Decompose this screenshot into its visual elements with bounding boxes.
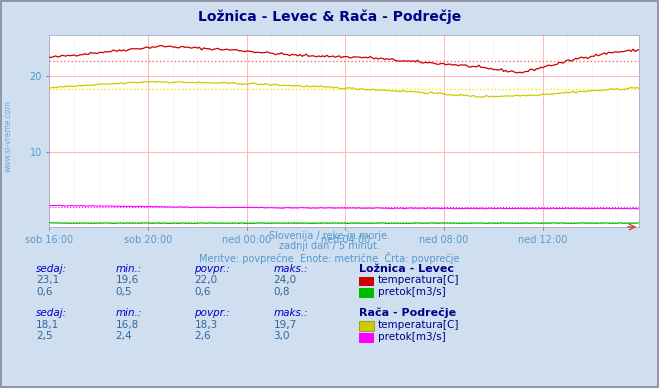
Text: min.:: min.: bbox=[115, 263, 142, 274]
Text: sedaj:: sedaj: bbox=[36, 263, 67, 274]
Text: 0,8: 0,8 bbox=[273, 287, 290, 297]
Text: pretok[m3/s]: pretok[m3/s] bbox=[378, 287, 445, 297]
Text: 3,0: 3,0 bbox=[273, 331, 290, 341]
Text: Meritve: povprečne  Enote: metrične  Črta: povprečje: Meritve: povprečne Enote: metrične Črta:… bbox=[199, 252, 460, 264]
Text: maks.:: maks.: bbox=[273, 263, 308, 274]
Text: 0,5: 0,5 bbox=[115, 287, 132, 297]
Text: Ložnica - Levec: Ložnica - Levec bbox=[359, 263, 454, 274]
Text: 24,0: 24,0 bbox=[273, 275, 297, 285]
Text: 19,7: 19,7 bbox=[273, 320, 297, 330]
Text: 2,5: 2,5 bbox=[36, 331, 53, 341]
Text: povpr.:: povpr.: bbox=[194, 263, 230, 274]
Text: zadnji dan / 5 minut.: zadnji dan / 5 minut. bbox=[279, 241, 380, 251]
Text: 0,6: 0,6 bbox=[36, 287, 53, 297]
Text: 18,1: 18,1 bbox=[36, 320, 59, 330]
Text: Slovenija / reke in morje.: Slovenija / reke in morje. bbox=[269, 231, 390, 241]
Text: Ložnica - Levec & Rača - Podrečje: Ložnica - Levec & Rača - Podrečje bbox=[198, 10, 461, 24]
Text: 19,6: 19,6 bbox=[115, 275, 138, 285]
Text: temperatura[C]: temperatura[C] bbox=[378, 275, 459, 285]
Text: 22,0: 22,0 bbox=[194, 275, 217, 285]
Text: 23,1: 23,1 bbox=[36, 275, 59, 285]
Text: 18,3: 18,3 bbox=[194, 320, 217, 330]
Text: pretok[m3/s]: pretok[m3/s] bbox=[378, 331, 445, 341]
Text: 2,4: 2,4 bbox=[115, 331, 132, 341]
Text: 2,6: 2,6 bbox=[194, 331, 211, 341]
Text: temperatura[C]: temperatura[C] bbox=[378, 320, 459, 330]
Text: sedaj:: sedaj: bbox=[36, 308, 67, 318]
Text: 0,6: 0,6 bbox=[194, 287, 211, 297]
Text: 16,8: 16,8 bbox=[115, 320, 138, 330]
Text: povpr.:: povpr.: bbox=[194, 308, 230, 318]
Text: maks.:: maks.: bbox=[273, 308, 308, 318]
Text: www.si-vreme.com: www.si-vreme.com bbox=[3, 100, 13, 172]
Text: Rača - Podrečje: Rača - Podrečje bbox=[359, 308, 456, 318]
Text: min.:: min.: bbox=[115, 308, 142, 318]
